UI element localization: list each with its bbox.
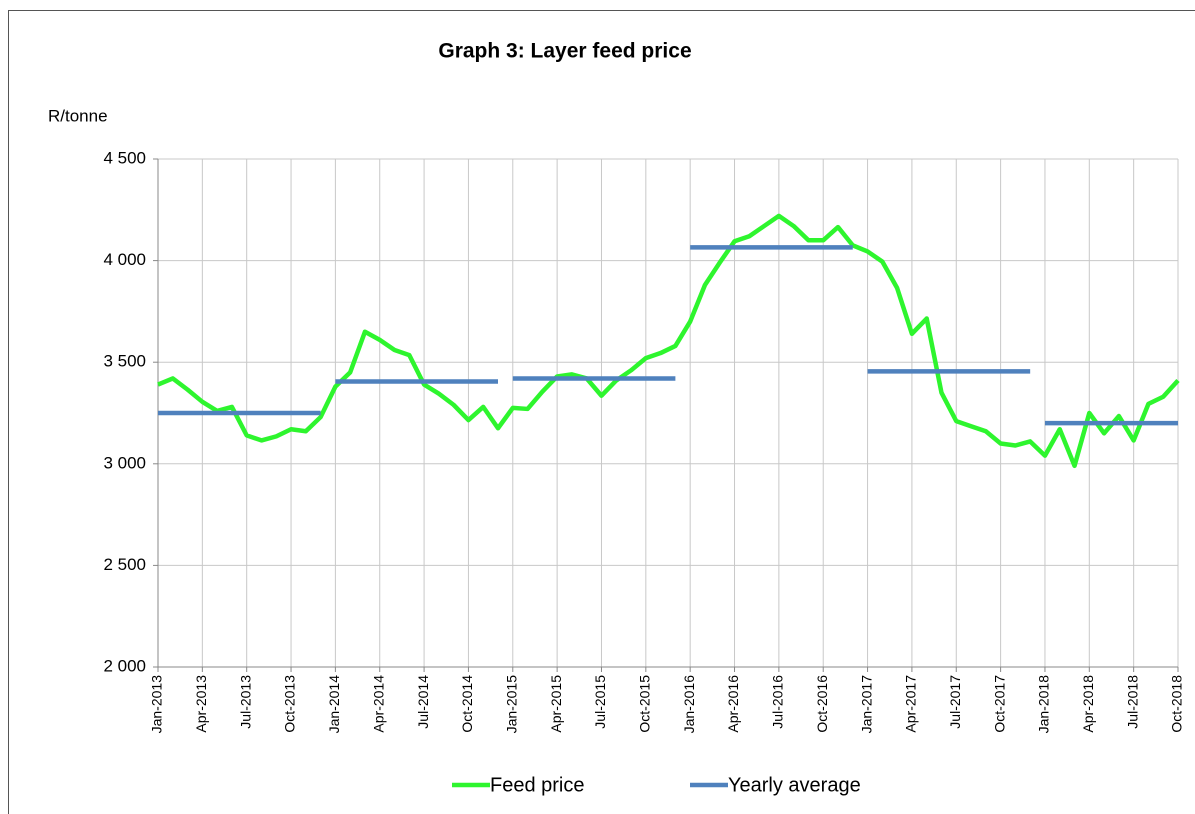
x-tick-label: Jan-2013	[149, 675, 165, 734]
x-tick-label: Apr-2014	[370, 675, 386, 733]
x-tick-label: Oct-2013	[282, 675, 298, 733]
y-tick-label: 3 000	[103, 453, 146, 472]
x-tick-label: Oct-2015	[637, 675, 653, 733]
x-tick-label: Jul-2017	[947, 675, 963, 729]
legend-label: Yearly average	[728, 774, 861, 796]
x-tick-label: Oct-2017	[991, 675, 1007, 733]
x-tick-label: Apr-2017	[903, 675, 919, 733]
y-tick-label: 2 000	[103, 656, 146, 675]
x-tick-label: Jul-2013	[237, 675, 253, 729]
x-tick-label: Apr-2013	[193, 675, 209, 733]
x-tick-label: Jan-2017	[858, 675, 874, 734]
y-tick-label: 4 000	[103, 250, 146, 269]
x-tick-label: Jul-2016	[770, 675, 786, 729]
x-tick-label: Apr-2018	[1080, 675, 1096, 733]
y-tick-label: 3 500	[103, 352, 146, 371]
y-tick-label: 2 500	[103, 555, 146, 574]
x-tick-label: Apr-2015	[548, 675, 564, 733]
y-tick-label: 4 500	[103, 148, 146, 167]
legend-label: Feed price	[490, 774, 585, 796]
x-tick-label: Jul-2014	[415, 675, 431, 729]
chart-title: Graph 3: Layer feed price	[438, 40, 691, 63]
chart-frame	[8, 10, 1195, 814]
x-tick-label: Apr-2016	[725, 675, 741, 733]
x-tick-label: Jul-2015	[592, 675, 608, 729]
x-tick-label: Oct-2014	[459, 675, 475, 733]
series-line	[157, 213, 1180, 469]
x-tick-label: Oct-2018	[1169, 675, 1185, 733]
x-tick-label: Jul-2018	[1124, 675, 1140, 729]
y-axis-label: R/tonne	[48, 106, 108, 125]
x-tick-label: Jan-2015	[503, 675, 519, 734]
x-tick-label: Jan-2014	[326, 675, 342, 734]
x-tick-label: Jan-2016	[681, 675, 697, 734]
x-tick-label: Jan-2018	[1036, 675, 1052, 734]
x-tick-label: Oct-2016	[814, 675, 830, 733]
